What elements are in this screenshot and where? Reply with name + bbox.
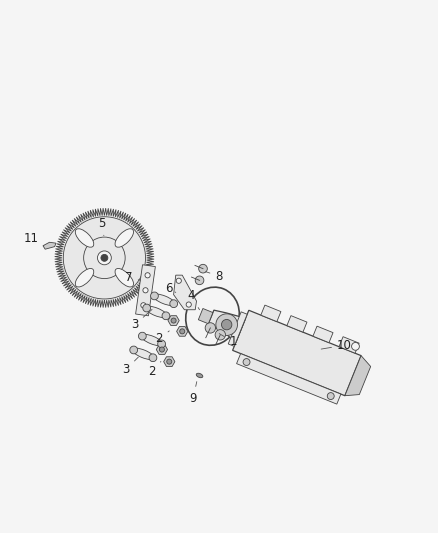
Circle shape [186, 302, 191, 307]
Ellipse shape [132, 348, 155, 360]
Ellipse shape [75, 269, 94, 287]
Circle shape [176, 278, 181, 284]
Circle shape [145, 273, 150, 278]
Circle shape [195, 276, 204, 285]
Polygon shape [237, 353, 341, 404]
Text: 7: 7 [125, 271, 140, 284]
Circle shape [199, 264, 207, 273]
Ellipse shape [196, 373, 203, 378]
Text: 3: 3 [122, 357, 138, 376]
Circle shape [84, 237, 125, 279]
Circle shape [327, 393, 334, 400]
Text: 2: 2 [155, 331, 169, 345]
Ellipse shape [75, 229, 94, 247]
Polygon shape [287, 316, 307, 332]
Ellipse shape [141, 334, 163, 346]
Text: 6: 6 [165, 281, 176, 295]
Circle shape [215, 329, 226, 340]
Circle shape [352, 343, 359, 350]
Text: 11: 11 [23, 232, 44, 246]
Text: 2: 2 [148, 361, 161, 378]
Polygon shape [339, 337, 359, 353]
Polygon shape [208, 310, 246, 342]
Text: 9: 9 [189, 382, 197, 405]
Text: 8: 8 [206, 270, 223, 282]
Text: 5: 5 [98, 217, 105, 236]
Polygon shape [164, 357, 175, 367]
Ellipse shape [158, 340, 166, 348]
Ellipse shape [151, 292, 159, 300]
Circle shape [243, 359, 250, 366]
Ellipse shape [145, 306, 167, 318]
Polygon shape [173, 275, 197, 310]
Circle shape [64, 217, 145, 299]
Ellipse shape [115, 269, 134, 287]
Polygon shape [43, 243, 56, 249]
Circle shape [143, 288, 148, 293]
Circle shape [98, 251, 111, 265]
Circle shape [141, 303, 146, 308]
Circle shape [222, 319, 232, 330]
Text: 4: 4 [187, 289, 200, 310]
Polygon shape [55, 208, 154, 308]
Circle shape [216, 314, 237, 335]
Ellipse shape [130, 346, 138, 354]
Polygon shape [198, 309, 213, 324]
Ellipse shape [143, 304, 151, 312]
Polygon shape [136, 265, 155, 316]
Circle shape [171, 318, 176, 323]
Circle shape [101, 254, 108, 261]
Polygon shape [228, 312, 247, 346]
Ellipse shape [149, 354, 157, 361]
Ellipse shape [162, 312, 170, 320]
Text: 3: 3 [131, 310, 152, 332]
Polygon shape [233, 310, 361, 395]
Ellipse shape [138, 332, 146, 340]
Ellipse shape [170, 300, 177, 308]
Circle shape [180, 329, 185, 334]
Text: 1: 1 [219, 334, 237, 348]
Circle shape [205, 322, 215, 333]
Polygon shape [177, 327, 188, 336]
Ellipse shape [115, 229, 134, 247]
Polygon shape [345, 356, 371, 395]
Circle shape [159, 347, 164, 352]
Ellipse shape [153, 294, 175, 305]
Circle shape [167, 359, 172, 364]
Polygon shape [168, 316, 179, 326]
Polygon shape [156, 345, 168, 354]
Polygon shape [313, 326, 333, 343]
Polygon shape [261, 305, 281, 321]
Text: 10: 10 [321, 338, 352, 352]
